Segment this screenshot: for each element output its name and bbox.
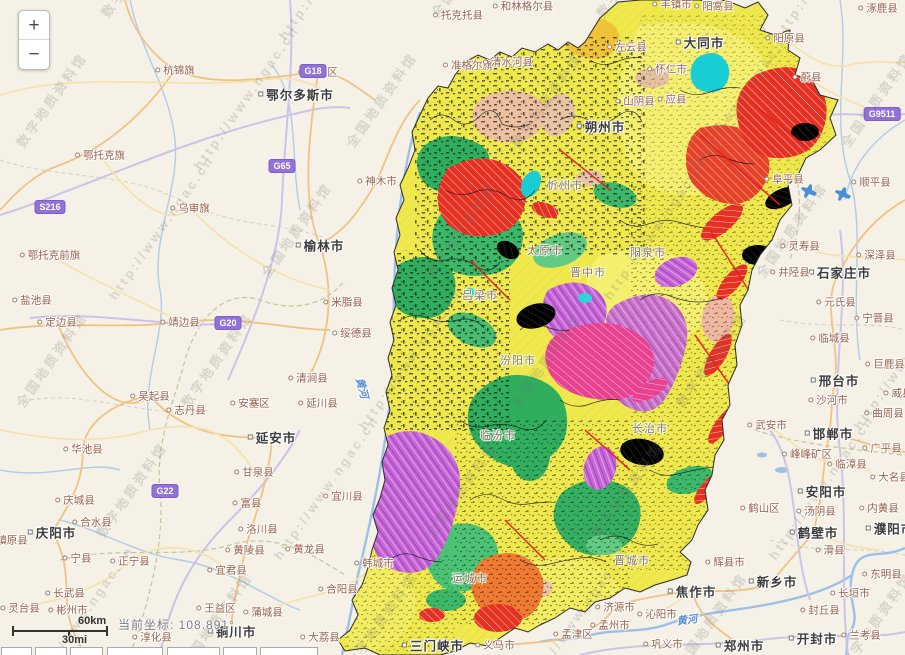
legend-box[interactable] — [1, 647, 32, 655]
coordinate-readout: 当前坐标: 108.891° — [118, 618, 235, 632]
zoom-in-button[interactable]: + — [19, 11, 49, 40]
legend-box[interactable] — [223, 647, 257, 655]
legend-strip — [0, 647, 330, 655]
zoom-control: + − — [18, 10, 50, 70]
scale-mi-label: 30mi — [62, 634, 88, 646]
legend-box[interactable] — [107, 647, 163, 655]
legend-box[interactable] — [70, 647, 103, 655]
legend-box[interactable] — [167, 647, 220, 655]
scale-bar: 60km 30mi — [10, 615, 120, 646]
legend-box[interactable] — [260, 647, 318, 655]
scale-line — [12, 630, 108, 632]
legend-box[interactable] — [35, 647, 67, 655]
scale-km-label: 60km — [78, 615, 107, 627]
airport-icon — [801, 184, 851, 201]
zoom-out-button[interactable]: − — [19, 40, 49, 69]
